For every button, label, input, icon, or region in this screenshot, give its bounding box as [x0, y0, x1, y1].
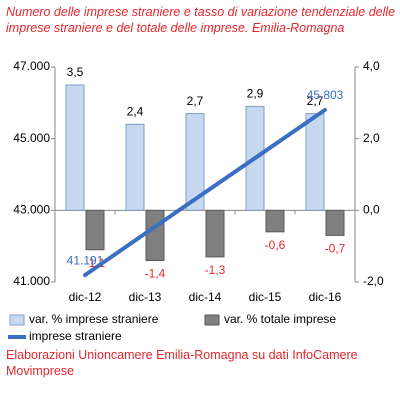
legend-label: imprese straniere [29, 329, 122, 343]
x-tick-label: dic-15 [249, 290, 282, 304]
chart-title: Numero delle imprese straniere e tasso d… [6, 5, 396, 35]
data-label: 2,4 [127, 105, 144, 119]
x-tick-label: dic-14 [189, 290, 222, 304]
legend-swatch [204, 314, 220, 326]
y-tick-label: 47.000 [13, 59, 50, 73]
data-label: 45.803 [307, 88, 344, 102]
legend-label: var. % totale imprese [224, 312, 336, 326]
bar [85, 209, 105, 251]
bar [65, 84, 85, 211]
data-label: -1,3 [205, 263, 226, 277]
x-tick-label: dic-12 [69, 290, 102, 304]
bar [145, 209, 165, 261]
bar [305, 113, 325, 211]
bar [205, 209, 225, 258]
y2-tick-label: 0,0 [363, 203, 380, 217]
legend-label: var. % imprese straniere [29, 312, 159, 326]
y2-tick-label: -2,0 [363, 274, 384, 288]
y2-tick-label: 4,0 [363, 59, 380, 73]
data-label: 2,9 [247, 87, 264, 101]
legend-swatch [9, 314, 25, 326]
data-label: -0,7 [325, 242, 346, 256]
source-note: Elaborazioni Unioncamere Emilia-Romagna … [6, 348, 358, 378]
y-tick-label: 45.000 [13, 131, 50, 145]
bar [125, 123, 145, 211]
line [83, 107, 327, 278]
y-tick-label: 43.000 [13, 203, 50, 217]
data-label: 2,7 [307, 94, 324, 108]
x-tick-label: dic-16 [309, 290, 342, 304]
x-tick-label: dic-13 [129, 290, 162, 304]
data-label: -0,6 [265, 238, 286, 252]
data-label: -1,4 [145, 267, 166, 281]
bar [185, 113, 205, 211]
data-label: 3,5 [67, 65, 84, 79]
y2-tick-label: 2,0 [363, 131, 380, 145]
data-label: 41.191 [67, 253, 104, 267]
bar [265, 209, 285, 233]
y-tick-label: 41.000 [13, 274, 50, 288]
bar [325, 209, 345, 236]
data-label: 2,7 [187, 94, 204, 108]
